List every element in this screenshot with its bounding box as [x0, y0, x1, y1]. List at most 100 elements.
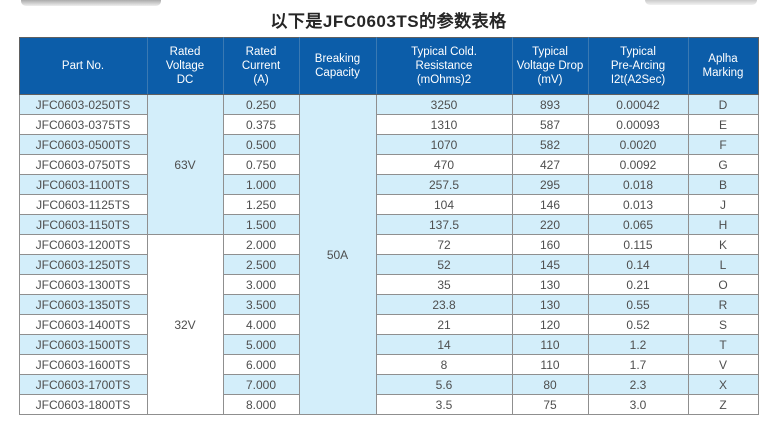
cell-part-no: JFC0603-1125TS: [18, 194, 148, 215]
cell-rated-current: 2.000: [222, 234, 300, 255]
cell-marking: T: [687, 334, 759, 355]
cell-voltage-drop: 110: [511, 354, 589, 375]
cell-resistance: 8: [375, 354, 513, 375]
cell-marking: V: [687, 354, 759, 375]
cell-pre-arcing: 2.3: [587, 374, 689, 395]
cell-part-no: JFC0603-0250TS: [18, 94, 148, 115]
cell-marking: E: [687, 114, 759, 135]
cell-voltage-drop: 130: [511, 274, 589, 295]
cell-marking: D: [687, 94, 759, 115]
cell-rated-current: 0.750: [222, 154, 300, 175]
cell-resistance: 72: [375, 234, 513, 255]
table-row: JFC0603-1300TS 3.000 35 130 0.21 O: [18, 274, 759, 295]
cell-marking: L: [687, 254, 759, 275]
header-row: Part No. Rated Voltage DC Rated Current …: [19, 37, 758, 95]
cell-pre-arcing: 0.55: [587, 294, 689, 315]
top-left-crop-artifact: [21, 0, 161, 6]
cell-voltage-drop: 587: [511, 114, 589, 135]
cell-marking: J: [687, 194, 759, 215]
cell-breaking-capacity: 50A: [298, 94, 377, 415]
table-row: JFC0603-0375TS 0.375 1310 587 0.00093 E: [18, 114, 759, 135]
cell-resistance: 35: [375, 274, 513, 295]
cell-rated-current: 4.000: [222, 314, 300, 335]
column-header-rated-current: Rated Current (A): [222, 37, 299, 95]
cell-part-no: JFC0603-0500TS: [18, 134, 148, 155]
column-header-voltage-drop: Typical Voltage Drop (mV): [511, 37, 588, 95]
cell-rated-current: 1.500: [222, 214, 300, 235]
cell-voltage-drop: 120: [511, 314, 589, 335]
cell-rated-current: 1.250: [222, 194, 300, 215]
table-row: JFC0603-1100TS 1.000 257.5 295 0.018 B: [18, 174, 759, 195]
cell-marking: F: [687, 134, 759, 155]
cell-resistance: 104: [375, 194, 513, 215]
cell-marking: B: [687, 174, 759, 195]
cell-voltage-drop: 130: [511, 294, 589, 315]
cell-resistance: 470: [375, 154, 513, 175]
cell-part-no: JFC0603-1800TS: [18, 394, 148, 415]
cell-part-no: JFC0603-1100TS: [18, 174, 148, 195]
cell-marking: K: [687, 234, 759, 255]
cell-pre-arcing: 0.00042: [587, 94, 689, 115]
table-row: JFC0603-1800TS 8.000 3.5 75 3.0 Z: [18, 394, 759, 415]
cell-marking: Z: [687, 394, 759, 415]
cell-resistance: 21: [375, 314, 513, 335]
table-row: JFC0603-1125TS 1.250 104 146 0.013 J: [18, 194, 759, 215]
cell-voltage-group-32v: 32V: [146, 234, 224, 415]
cell-voltage-drop: 146: [511, 194, 589, 215]
table-row: JFC0603-0750TS 0.750 470 427 0.0092 G: [18, 154, 759, 175]
table-row: JFC0603-0250TS 63V 0.250 50A 3250 893 0.…: [18, 94, 759, 415]
table-row: JFC0603-1500TS 5.000 14 110 1.2 T: [18, 334, 759, 355]
cell-part-no: JFC0603-1600TS: [18, 354, 148, 375]
cell-rated-current: 7.000: [222, 374, 300, 395]
page-title: 以下是JFC0603TS的参数表格: [270, 12, 507, 31]
cell-resistance: 137.5: [375, 214, 513, 235]
cell-voltage-drop: 220: [511, 214, 589, 235]
cell-resistance: 257.5: [375, 174, 513, 195]
cell-part-no: JFC0603-1150TS: [18, 214, 148, 235]
column-header-alpha-marking: Aplha Marking: [687, 37, 758, 95]
cell-part-no: JFC0603-1250TS: [18, 254, 148, 275]
cell-pre-arcing: 0.115: [587, 234, 689, 255]
cell-voltage-drop: 80: [511, 374, 589, 395]
table-row: JFC0603-1350TS 3.500 23.8 130 0.55 R: [18, 294, 759, 315]
cell-pre-arcing: 3.0: [587, 394, 689, 415]
cell-pre-arcing: 0.013: [587, 194, 689, 215]
column-header-rated-voltage: Rated Voltage DC: [146, 37, 223, 95]
cell-rated-current: 0.500: [222, 134, 300, 155]
table-row: JFC0603-1600TS 6.000 8 110 1.7 V: [18, 354, 759, 375]
cell-rated-current: 0.250: [222, 94, 300, 115]
cell-marking: G: [687, 154, 759, 175]
column-header-pre-arcing: Typical Pre-Arcing I2t(A2Sec): [587, 37, 688, 95]
cell-part-no: JFC0603-0375TS: [18, 114, 148, 135]
cell-marking: O: [687, 274, 759, 295]
table-row: JFC0603-1150TS 1.500 137.5 220 0.065 H: [18, 214, 759, 235]
cell-pre-arcing: 0.0092: [587, 154, 689, 175]
cell-rated-current: 2.500: [222, 254, 300, 275]
cell-rated-current: 5.000: [222, 334, 300, 355]
column-header-cold-resistance: Typical Cold. Resistance (mOhms)2: [375, 37, 512, 95]
parameters-table: Part No. Rated Voltage DC Rated Current …: [18, 37, 759, 415]
cell-pre-arcing: 0.52: [587, 314, 689, 335]
cell-pre-arcing: 1.2: [587, 334, 689, 355]
cell-marking: H: [687, 214, 759, 235]
cell-marking: R: [687, 294, 759, 315]
cell-part-no: JFC0603-0750TS: [18, 154, 148, 175]
cell-voltage-drop: 295: [511, 174, 589, 195]
cell-voltage-drop: 110: [511, 334, 589, 355]
cell-pre-arcing: 1.7: [587, 354, 689, 375]
cell-voltage-drop: 582: [511, 134, 589, 155]
cell-part-no: JFC0603-1300TS: [18, 274, 148, 295]
cell-marking: S: [687, 314, 759, 335]
table-row: JFC0603-1400TS 4.000 21 120 0.52 S: [18, 314, 759, 335]
cell-pre-arcing: 0.065: [587, 214, 689, 235]
cell-part-no: JFC0603-1700TS: [18, 374, 148, 395]
cell-pre-arcing: 0.21: [587, 274, 689, 295]
table-row: JFC0603-0500TS 0.500 1070 582 0.0020 F: [18, 134, 759, 155]
cell-resistance: 3.5: [375, 394, 513, 415]
cell-pre-arcing: 0.14: [587, 254, 689, 275]
cell-resistance: 23.8: [375, 294, 513, 315]
cell-part-no: JFC0603-1400TS: [18, 314, 148, 335]
column-header-part-no: Part No.: [19, 37, 147, 95]
cell-rated-current: 3.000: [222, 274, 300, 295]
